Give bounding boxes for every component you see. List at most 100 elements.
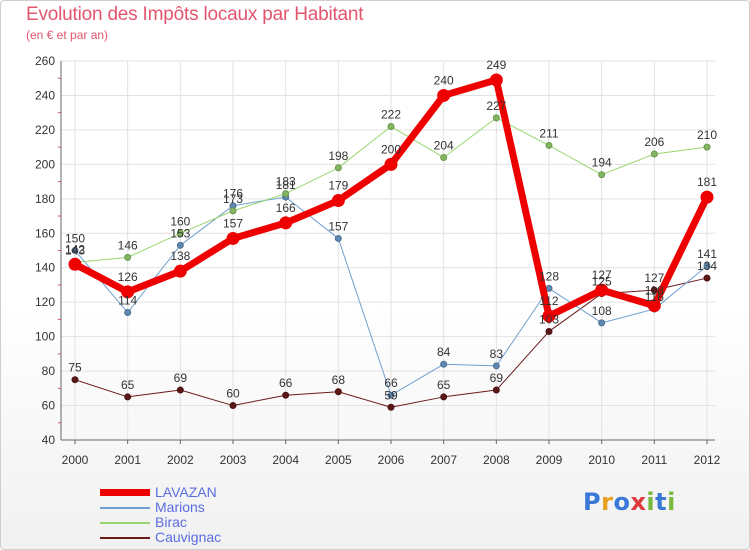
data-point-marions: [598, 319, 606, 327]
data-label-lavazan: 118: [645, 284, 664, 298]
data-label-cauvignac: 125: [592, 275, 612, 289]
y-tick-label: 180: [35, 192, 55, 206]
data-point-marions: [176, 241, 184, 249]
data-label-cauvignac: 66: [279, 376, 293, 390]
chart-subtitle: (en € et par an): [26, 28, 109, 42]
x-tick-label: 2010: [588, 453, 615, 467]
data-point-lavazan: [68, 257, 82, 271]
data-point-lavazan: [489, 73, 503, 87]
data-label-cauvignac: 59: [384, 388, 398, 402]
y-tick-label: 260: [35, 54, 55, 68]
data-point-birac: [387, 122, 395, 130]
data-label-birac: 222: [381, 107, 401, 121]
data-label-birac: 204: [434, 138, 454, 152]
data-label-birac: 206: [644, 135, 664, 149]
data-point-birac: [176, 229, 184, 237]
data-label-cauvignac: 65: [121, 378, 135, 392]
data-label-lavazan: 112: [539, 294, 558, 308]
data-point-lavazan: [595, 283, 609, 297]
data-label-birac: 173: [223, 192, 243, 206]
data-point-birac: [334, 164, 342, 172]
legend-label-lavazan: LAVAZAN: [155, 484, 217, 500]
data-point-birac: [282, 190, 290, 198]
data-label-marions: 128: [539, 269, 559, 283]
x-tick-label: 2008: [483, 453, 510, 467]
data-label-cauvignac: 127: [644, 271, 664, 285]
data-label-lavazan: 157: [223, 216, 243, 230]
data-point-cauvignac: [282, 391, 290, 399]
data-label-lavazan: 126: [118, 270, 138, 284]
data-label-birac: 146: [118, 238, 138, 252]
data-point-marions: [703, 262, 711, 270]
data-label-birac: 194: [592, 156, 612, 170]
data-label-birac: 183: [276, 175, 296, 189]
y-tick-label: 200: [35, 157, 55, 171]
data-point-birac: [703, 143, 711, 151]
logo-letter: r: [601, 488, 614, 516]
data-point-marions: [387, 391, 395, 399]
data-label-lavazan: 249: [486, 58, 506, 72]
legend-label-birac: Birac: [155, 514, 187, 530]
data-point-birac: [598, 171, 606, 179]
data-point-cauvignac: [124, 393, 132, 401]
data-point-cauvignac: [545, 327, 553, 335]
data-point-cauvignac: [703, 274, 711, 282]
data-label-marions: 153: [170, 226, 190, 240]
data-point-cauvignac: [176, 386, 184, 394]
data-point-birac: [229, 207, 237, 215]
data-point-birac: [492, 114, 500, 122]
data-label-birac: 227: [486, 99, 506, 113]
legend-swatch-lavazan: [100, 489, 150, 496]
logo-letter: P: [583, 488, 602, 516]
data-label-lavazan: 181: [697, 175, 717, 189]
data-point-marions: [334, 234, 342, 242]
data-point-cauvignac: [71, 376, 79, 384]
logo-letter: o: [613, 488, 631, 516]
axes-layer: 40 60 80 100 120 140 160 180 200 220 240 260 2000 200…: [35, 54, 721, 467]
legend-swatch-birac: [100, 522, 150, 524]
data-label-marions: 83: [490, 347, 504, 361]
y-tick-label: 220: [35, 123, 55, 137]
data-label-cauvignac: 60: [226, 387, 240, 401]
legend-swatch-marions: [100, 507, 150, 509]
data-label-cauvignac: 68: [332, 373, 346, 387]
data-label-marions: 150: [65, 232, 85, 246]
logo-letter: t: [655, 488, 668, 516]
x-tick-label: 2000: [62, 453, 89, 467]
data-label-birac: 198: [328, 149, 348, 163]
x-tick-label: 2001: [114, 453, 141, 467]
x-tick-label: 2002: [167, 453, 194, 467]
y-tick-label: 100: [35, 330, 55, 344]
data-point-cauvignac: [229, 402, 237, 410]
y-tick-label: 60: [42, 399, 56, 413]
data-label-lavazan: 138: [170, 249, 190, 263]
y-tick-label: 140: [35, 261, 55, 275]
data-label-lavazan: 142: [65, 242, 85, 256]
data-point-birac: [440, 153, 448, 161]
data-label-cauvignac: 69: [490, 371, 504, 385]
data-label-marions: 84: [437, 345, 451, 359]
y-tick-label: 40: [42, 433, 56, 447]
data-point-lavazan: [226, 231, 240, 245]
series-layer: [68, 73, 714, 411]
data-label-lavazan: 240: [434, 73, 454, 87]
data-label-marions: 116: [645, 290, 664, 304]
x-tick-label: 2006: [378, 453, 405, 467]
x-tick-label: 2007: [430, 453, 457, 467]
data-point-lavazan: [173, 264, 187, 278]
y-tick-label: 120: [35, 295, 55, 309]
data-label-cauvignac: 65: [437, 378, 451, 392]
data-point-lavazan: [647, 299, 661, 313]
data-label-cauvignac: 69: [174, 371, 188, 385]
data-label-birac: 211: [539, 126, 558, 140]
data-point-lavazan: [384, 157, 398, 171]
data-point-lavazan: [700, 190, 714, 204]
data-point-marions: [71, 247, 79, 254]
y-tick-label: 240: [35, 88, 55, 102]
data-label-lavazan: 127: [592, 268, 612, 282]
data-label-marions: 141: [697, 247, 717, 261]
data-point-marions: [124, 309, 132, 317]
data-point-lavazan: [279, 216, 293, 230]
